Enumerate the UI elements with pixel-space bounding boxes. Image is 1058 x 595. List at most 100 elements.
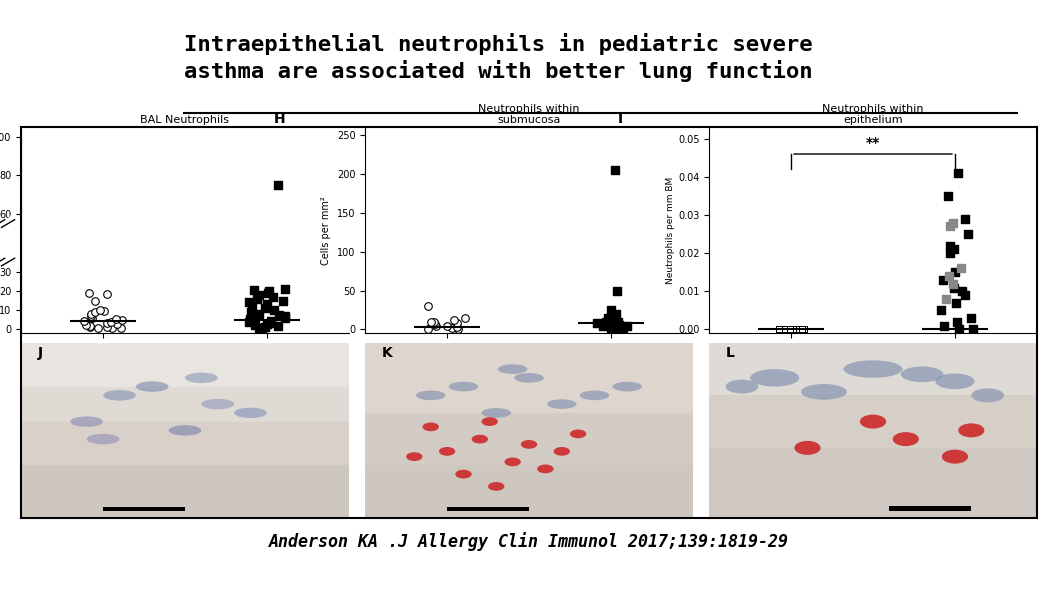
Point: [251, 309, 268, 319]
Point: [610, 320, 627, 330]
Point: [932, 306, 949, 315]
Point: [80, 288, 97, 298]
Text: J: J: [37, 346, 42, 360]
Ellipse shape: [135, 381, 168, 392]
Ellipse shape: [498, 364, 527, 374]
Ellipse shape: [514, 373, 544, 383]
Point: [945, 279, 962, 289]
Text: H: H: [273, 112, 285, 126]
Point: [83, 309, 99, 319]
Point: [771, 325, 788, 334]
Point: [243, 302, 260, 311]
Point: [946, 268, 963, 277]
Point: [608, 286, 625, 295]
Point: [449, 318, 466, 328]
Bar: [709, 343, 1037, 395]
Point: [780, 325, 797, 334]
Ellipse shape: [87, 434, 120, 444]
Point: [277, 284, 294, 294]
Bar: [890, 506, 971, 511]
Point: [609, 317, 626, 327]
Point: [264, 292, 281, 302]
Point: [936, 321, 953, 330]
Point: [787, 325, 804, 334]
Point: [595, 321, 612, 331]
Point: [81, 322, 98, 331]
Point: [588, 318, 605, 328]
Ellipse shape: [726, 380, 759, 394]
Point: [253, 322, 270, 332]
Point: [262, 318, 279, 327]
Point: [776, 325, 792, 334]
Point: [788, 325, 805, 334]
Point: [612, 322, 628, 332]
Point: [964, 325, 981, 334]
Point: [87, 296, 104, 305]
Bar: [365, 343, 693, 413]
Point: [619, 321, 636, 330]
Point: [603, 305, 620, 315]
Point: [270, 321, 287, 330]
Point: [940, 191, 956, 201]
Ellipse shape: [900, 367, 944, 382]
Text: K: K: [382, 346, 393, 360]
Ellipse shape: [750, 369, 799, 387]
Point: [92, 305, 109, 315]
Circle shape: [472, 435, 488, 443]
Text: L: L: [726, 346, 734, 360]
Point: [240, 317, 257, 327]
Circle shape: [505, 458, 521, 466]
Point: [946, 245, 963, 254]
Point: [783, 325, 800, 334]
Circle shape: [481, 417, 498, 426]
Bar: [21, 343, 349, 387]
Point: [113, 315, 130, 325]
Point: [770, 325, 787, 334]
Point: [953, 287, 970, 296]
Ellipse shape: [843, 361, 902, 378]
Ellipse shape: [201, 399, 234, 409]
Point: [98, 318, 115, 327]
Point: [794, 325, 810, 334]
Point: [790, 325, 807, 334]
Point: [90, 324, 107, 333]
Point: [600, 313, 617, 322]
Point: [109, 319, 126, 328]
Circle shape: [488, 482, 505, 491]
Circle shape: [537, 465, 553, 473]
Point: [425, 318, 442, 327]
Point: [942, 222, 959, 231]
Point: [606, 165, 623, 175]
Circle shape: [422, 422, 439, 431]
Title: Neutrophils within
epithelium: Neutrophils within epithelium: [822, 104, 924, 125]
Ellipse shape: [801, 384, 846, 400]
Point: [427, 321, 444, 330]
Point: [790, 325, 807, 334]
Y-axis label: Neutrophils per mm BM: Neutrophils per mm BM: [667, 177, 675, 284]
Point: [112, 323, 129, 333]
Circle shape: [942, 450, 968, 464]
Circle shape: [455, 470, 472, 478]
Point: [777, 325, 794, 334]
Point: [783, 325, 800, 334]
Point: [104, 322, 121, 332]
Point: [420, 324, 437, 333]
Point: [256, 303, 273, 313]
Point: [777, 325, 794, 334]
Bar: [21, 465, 349, 518]
Text: I: I: [618, 112, 622, 126]
Ellipse shape: [449, 382, 478, 392]
Bar: [448, 506, 529, 511]
Bar: [709, 448, 1037, 518]
Point: [260, 286, 277, 296]
Bar: [365, 465, 693, 518]
Point: [84, 313, 101, 322]
Bar: [103, 506, 185, 511]
Point: [108, 314, 125, 324]
Point: [95, 306, 112, 316]
Circle shape: [795, 441, 821, 455]
Point: [98, 322, 115, 332]
Point: [99, 289, 116, 299]
Point: [450, 324, 467, 334]
Point: [607, 323, 624, 333]
